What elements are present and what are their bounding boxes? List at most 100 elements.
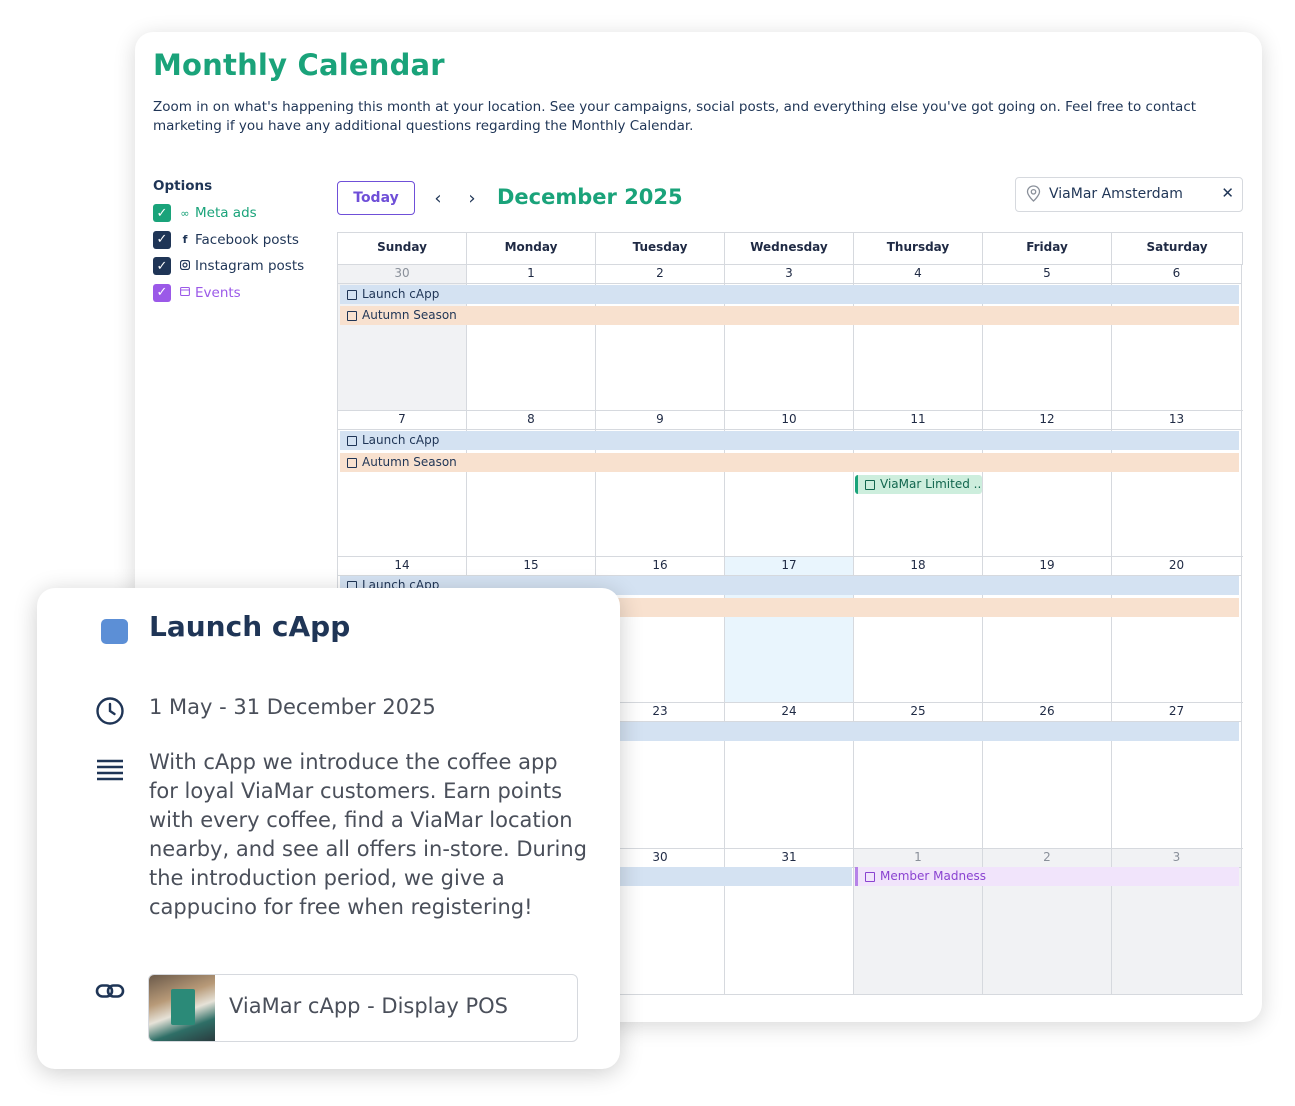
event-label: ViaMar Limited ... [880,477,982,491]
day-number: 16 [596,557,724,576]
option-label: Events [195,284,241,301]
event-label: Launch cApp [362,433,440,447]
attachment-card[interactable]: ViaMar cApp - Display POS [148,974,578,1042]
page-title: Monthly Calendar [153,48,445,82]
calendar-icon [347,290,357,300]
weekday-saturday: Saturday [1146,240,1208,254]
event-date-range: 1 May - 31 December 2025 [149,695,436,719]
chevron-right-icon[interactable]: › [468,188,476,209]
day-number: 2 [596,265,724,284]
day-number: 30 [338,265,466,284]
options-title: Options [153,178,213,194]
day-number: 12 [983,411,1111,430]
day-cell[interactable]: 12 [983,411,1112,556]
clock-icon [95,696,125,726]
day-number: 19 [983,557,1111,576]
option-instagram-posts[interactable]: ✓ Instagram posts [153,256,333,276]
day-number: 11 [854,411,982,430]
day-number: 9 [596,411,724,430]
event-label: Member Madness [880,869,986,883]
event-label: Launch cApp [362,287,440,301]
event-color-swatch [101,619,128,644]
day-cell[interactable]: 2 [596,265,725,410]
weekday-sunday: Sunday [338,233,467,264]
calendar-toolbar: Today ‹ › December 2025 ViaMar Amsterdam… [337,177,1243,217]
day-number: 6 [1112,265,1241,284]
day-cell[interactable]: 19 [983,557,1112,702]
attachment-label: ViaMar cApp - Display POS [229,994,509,1018]
day-cell[interactable]: 13 [1112,411,1242,556]
thumbnail-display [171,989,195,1025]
event-detail-popup: Launch cApp 1 May - 31 December 2025 Wit… [37,588,620,1069]
location-value: ViaMar Amsterdam [1049,186,1183,202]
event-title: Launch cApp [149,610,351,643]
day-number: 17 [725,557,853,576]
day-cell[interactable]: 18 [854,557,983,702]
day-cell[interactable]: 20 [1112,557,1242,702]
day-cell[interactable]: 7 [338,411,467,556]
day-number: 31 [725,849,853,868]
day-number: 15 [467,557,595,576]
checkbox-facebook-posts[interactable]: ✓ [153,230,171,249]
month-label: December 2025 [497,185,683,209]
event-autumn-season[interactable]: Autumn Season [340,306,1239,325]
event-label: Autumn Season [362,308,457,322]
event-launch-capp[interactable]: Launch cApp [340,285,1239,304]
location-select[interactable]: ViaMar Amsterdam ✕ [1015,177,1243,212]
day-number: 25 [854,703,982,722]
day-number: 4 [854,265,982,284]
close-icon[interactable]: ✕ [1221,184,1234,202]
weekday-wednesday: Wednesday [725,233,854,264]
infinity-icon: ∞ [180,206,190,220]
day-cell[interactable]: 27 [1112,703,1242,848]
event-autumn-season[interactable]: Autumn Season [340,453,1239,472]
day-cell[interactable]: 25 [854,703,983,848]
chevron-left-icon[interactable]: ‹ [434,188,442,209]
today-button[interactable]: Today [337,181,415,215]
day-cell[interactable]: 1 [467,265,596,410]
checkbox-instagram-posts[interactable]: ✓ [153,257,171,275]
day-cell[interactable]: 24 [725,703,854,848]
day-number: 1 [854,849,982,868]
day-cell[interactable]: 26 [983,703,1112,848]
option-events[interactable]: ✓ Events [153,283,333,303]
option-facebook-posts[interactable]: ✓ f Facebook posts [153,230,333,250]
event-description: With cApp we introduce the coffee app fo… [149,750,587,919]
day-cell[interactable]: 23 [596,703,725,848]
day-cell[interactable]: 11 [854,411,983,556]
calendar-icon [865,480,875,490]
day-number: 7 [338,411,466,430]
event-launch-capp[interactable]: Launch cApp [340,431,1239,450]
day-cell[interactable]: 16 [596,557,725,702]
day-cell[interactable]: 10 [725,411,854,556]
weekday-header: Sunday Monday Tuesday Wednesday Thursday… [337,232,1243,265]
options-panel: Options ✓ ∞ Meta ads ✓ f Facebook posts … [153,178,333,309]
checkbox-events[interactable]: ✓ [153,283,171,302]
day-cell[interactable]: 4 [854,265,983,410]
day-cell[interactable]: 3 [725,265,854,410]
option-meta-ads[interactable]: ✓ ∞ Meta ads [153,203,333,223]
event-member-madness[interactable]: Member Madness [855,867,1239,886]
description-icon [95,755,125,785]
calendar-icon [347,311,357,321]
day-cell[interactable]: 6 [1112,265,1242,410]
day-number: 5 [983,265,1111,284]
weekday-monday: Monday [467,233,596,264]
day-cell[interactable]: 5 [983,265,1112,410]
day-cell[interactable]: 9 [596,411,725,556]
checkbox-meta-ads[interactable]: ✓ [153,204,171,222]
day-number: 24 [725,703,853,722]
instagram-icon [179,259,191,273]
event-label: Autumn Season [362,455,457,469]
event-viamar-limited[interactable]: ViaMar Limited ... [855,475,982,494]
day-number: 27 [1112,703,1241,722]
day-number: 3 [1112,849,1241,868]
location-pin-icon [1026,185,1041,206]
day-number: 20 [1112,557,1241,576]
option-label: Instagram posts [195,258,305,274]
option-label: Meta ads [195,205,257,221]
day-cell[interactable]: 8 [467,411,596,556]
day-number: 18 [854,557,982,576]
weekday-tuesday: Tuesday [596,233,725,264]
day-number: 14 [338,557,466,576]
